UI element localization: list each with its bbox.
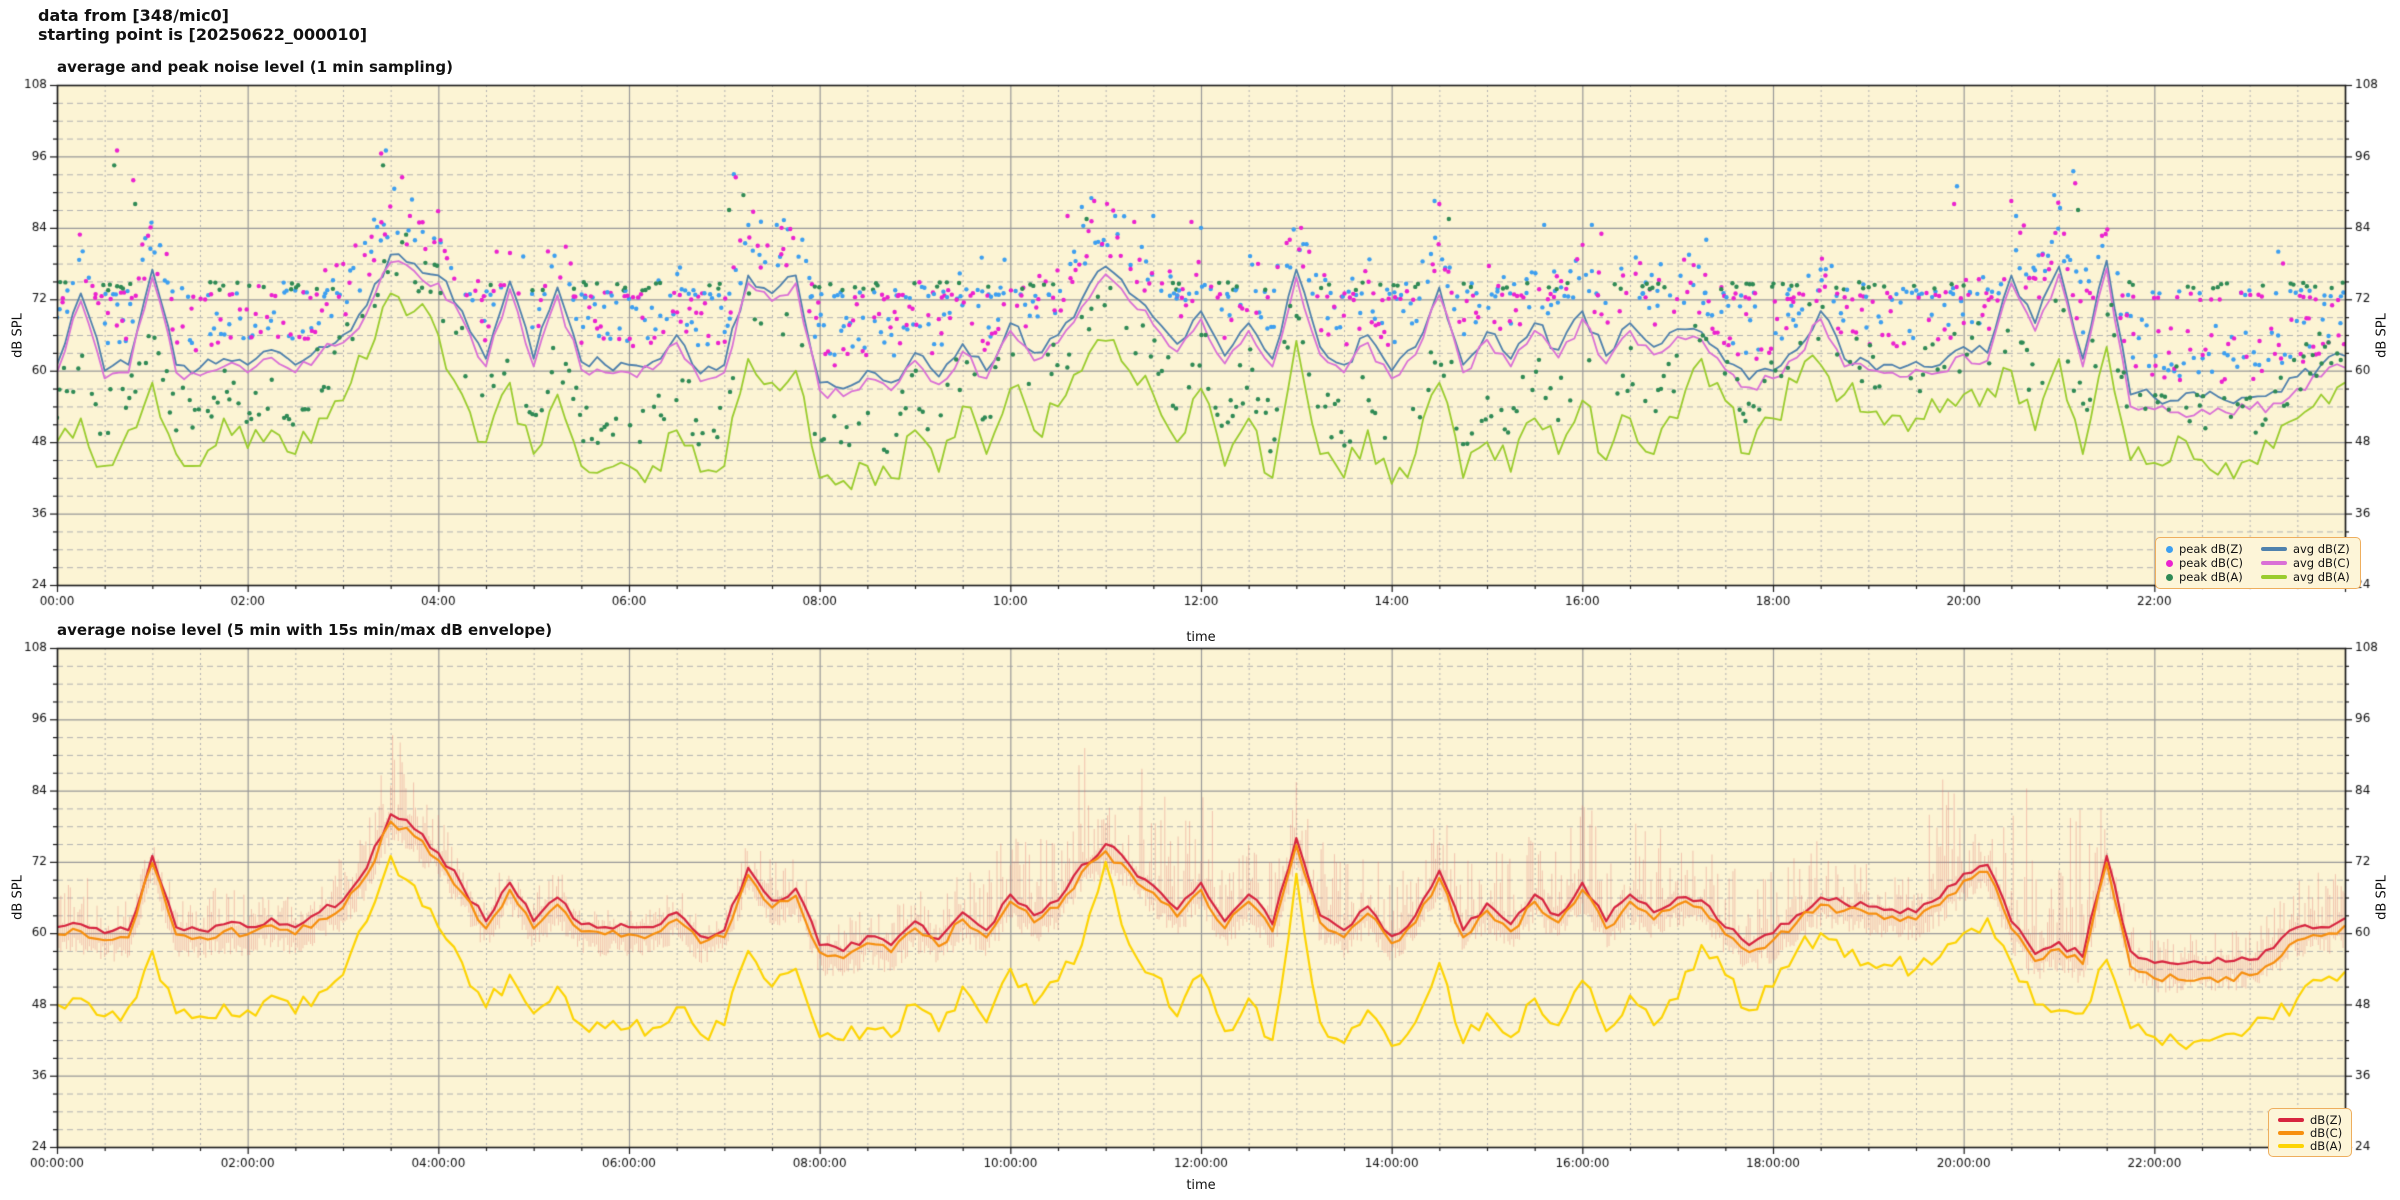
legend-label: dB(C): [2310, 1125, 2343, 1140]
peak-dbc-swatch: [2166, 559, 2173, 567]
header-line1: data from [348/mic0]: [38, 6, 229, 25]
legend-label: avg dB(A): [2292, 570, 2350, 584]
chart2-legend: dB(Z) dB(C) dB(A): [2268, 1108, 2353, 1157]
chart1-legend: peak dB(Z) peak dB(C) peak dB(A) avg dB(…: [2155, 537, 2361, 589]
chart2-ylabel-left: dB SPL: [10, 875, 26, 920]
avg-dbz-swatch: [2260, 547, 2287, 551]
chart1-title: average and peak noise level (1 min samp…: [57, 58, 453, 76]
peak-dba-swatch: [2166, 573, 2173, 581]
legend-item-avg-dbz: avg dB(Z): [2260, 542, 2350, 556]
legend-item-peak-dbz: peak dB(Z): [2166, 542, 2243, 556]
legend-label: dB(Z): [2310, 1112, 2343, 1127]
legend-label: peak dB(C): [2179, 556, 2243, 570]
dba-swatch: [2278, 1143, 2304, 1148]
legend-item-avg-dba: avg dB(A): [2260, 570, 2350, 584]
legend-label: peak dB(Z): [2179, 542, 2243, 556]
dbz-swatch: [2278, 1117, 2304, 1122]
legend-item-avg-dbc: avg dB(C): [2260, 556, 2350, 570]
chart2-xlabel: time: [1186, 1178, 1216, 1193]
figure-header: data from [348/mic0] starting point is [2…: [38, 6, 367, 44]
chart1-xlabel: time: [1186, 630, 1216, 645]
peak-dbz-swatch: [2166, 545, 2173, 553]
chart2-ylabel-right: dB SPL: [2374, 875, 2390, 920]
legend-item-dba: dB(A): [2278, 1139, 2342, 1153]
legend-label: dB(A): [2310, 1138, 2343, 1153]
legend-label: avg dB(C): [2292, 556, 2350, 570]
avg-dbc-swatch: [2260, 561, 2287, 565]
dbc-swatch: [2278, 1130, 2304, 1135]
legend-item-dbz: dB(Z): [2278, 1113, 2342, 1127]
legend-label: peak dB(A): [2179, 570, 2243, 584]
header-line2: starting point is [20250622_000010]: [38, 25, 368, 44]
chart2-title: average noise level (5 min with 15s min/…: [57, 621, 553, 639]
chart1-ylabel-left: dB SPL: [10, 313, 26, 358]
legend-item-peak-dba: peak dB(A): [2166, 570, 2243, 584]
legend-item-dbc: dB(C): [2278, 1126, 2342, 1140]
legend-label: avg dB(Z): [2292, 542, 2350, 556]
avg-dba-swatch: [2260, 575, 2287, 579]
legend-item-peak-dbc: peak dB(C): [2166, 556, 2243, 570]
chart1-ylabel-right: dB SPL: [2374, 313, 2390, 358]
